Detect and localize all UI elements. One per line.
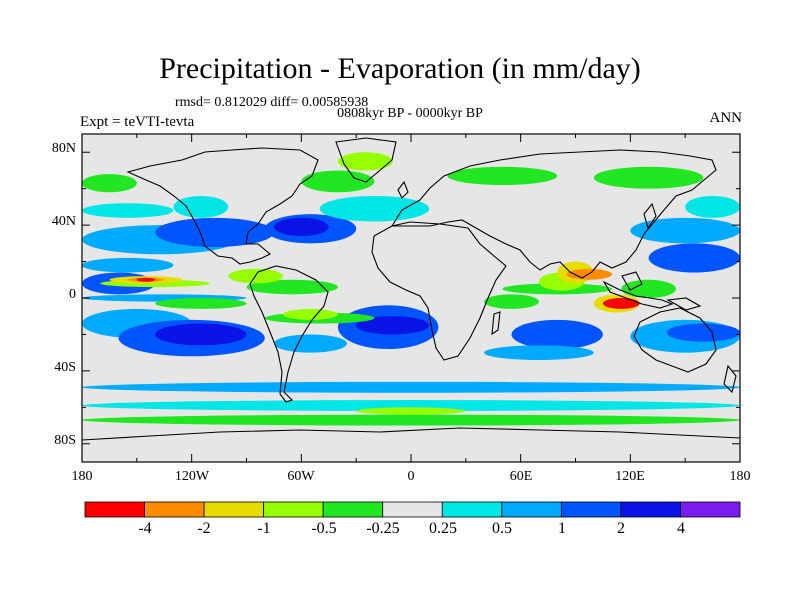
y-tick-label-eq: 0 (69, 287, 76, 302)
y-tick-label-40n: 40N (52, 214, 76, 229)
coast-japan (643, 202, 657, 230)
field-patch (319, 195, 430, 222)
field-patch (356, 316, 430, 335)
colorbar-swatch (441, 501, 503, 518)
colorbar-swatch (322, 501, 384, 518)
field-patch (155, 323, 247, 346)
colorbar (84, 501, 741, 518)
coast-antarctica (82, 427, 740, 441)
colorbar-label-m4: -4 (138, 520, 151, 537)
colorbar-swatch (203, 501, 265, 518)
field-patch (337, 152, 393, 171)
coast-australia (633, 307, 717, 373)
field-patch (82, 174, 137, 193)
colorbar-label-m1: -1 (257, 520, 270, 537)
field-patch (82, 257, 174, 273)
field-patch (447, 166, 558, 186)
coastlines (82, 137, 740, 441)
season-label: ANN (709, 110, 743, 126)
x-tick-label-120e: 120E (615, 469, 645, 484)
colorbar-swatch (560, 501, 622, 518)
field-patch (82, 203, 174, 218)
colorbar-label-m2: -2 (197, 520, 210, 537)
x-tick-label-120w: 120W (175, 469, 210, 484)
coast-new-zealand (723, 364, 737, 394)
field-patch (82, 414, 740, 426)
field-patch (648, 243, 740, 273)
x-tick-label-0: 0 (408, 469, 415, 484)
y-tick-label-80n: 80N (52, 141, 76, 156)
experiment-label: Expt = teVTI-tevta (80, 114, 195, 130)
x-tick-label-180w: 180 (72, 469, 93, 484)
field-patch (630, 217, 740, 244)
coast-south-america (249, 265, 329, 403)
colorbar-label-p2: 2 (617, 520, 625, 537)
coast-madagascar (491, 311, 501, 336)
x-tick-label-60w: 60W (287, 469, 315, 484)
colorbar-label-m025: -0.25 (366, 520, 399, 537)
colorbar-swatch (382, 501, 443, 518)
field-patch (246, 279, 338, 295)
colorbar-swatch (263, 501, 324, 518)
field-patch (621, 279, 677, 298)
field-patch (666, 323, 740, 342)
coast-greenland (335, 137, 397, 183)
field-patch (356, 407, 466, 415)
field-patch (301, 170, 375, 193)
field-patch (82, 400, 740, 411)
field-patch (82, 381, 740, 393)
field-patch (602, 298, 640, 309)
colorbar-label-p025: 0.25 (429, 520, 457, 537)
field-patch (283, 308, 338, 320)
colorbar-label-p1: 1 (558, 520, 566, 537)
colorbar-label-p4: 4 (677, 520, 685, 537)
coast-north-america (126, 147, 319, 265)
colorbar-label-p05: 0.5 (492, 520, 512, 537)
field-patch (593, 166, 704, 189)
colorbar-swatch (501, 501, 562, 518)
field-patch (484, 294, 539, 309)
y-tick-label-80s: 80S (54, 433, 76, 448)
colorbar-swatch (144, 501, 205, 518)
coast-indonesia (602, 280, 674, 309)
coast-africa (371, 221, 507, 361)
colorbar-swatch (84, 501, 145, 518)
coast-eurasia (391, 149, 717, 279)
field-patch (273, 334, 348, 353)
colorbar-swatch (680, 501, 741, 518)
field-patch (273, 217, 329, 237)
period-label: 0808kyr BP - 0000kyr BP (337, 106, 483, 121)
coast-borneo (621, 271, 643, 291)
field-patch (155, 298, 247, 309)
field-patch (511, 319, 603, 350)
coast-british-isles (397, 180, 409, 199)
axis-ticks (81, 134, 741, 462)
field-patch (173, 195, 229, 218)
field-patch (136, 277, 156, 282)
field-patch (484, 345, 594, 360)
field-patch (155, 217, 274, 247)
x-tick-label-180e: 180 (730, 469, 751, 484)
stats-text: rmsd= 0.812029 diff= 0.00585938 (175, 95, 369, 110)
colorbar-swatch (620, 501, 681, 518)
x-tick-label-60e: 60E (510, 469, 533, 484)
coast-new-guinea (666, 297, 702, 311)
field-patch (685, 195, 740, 218)
plot-title: Precipitation - Evaporation (in mm/day) (159, 52, 641, 85)
colorbar-label-m05: -0.5 (311, 520, 336, 537)
y-tick-label-40s: 40S (54, 360, 76, 375)
